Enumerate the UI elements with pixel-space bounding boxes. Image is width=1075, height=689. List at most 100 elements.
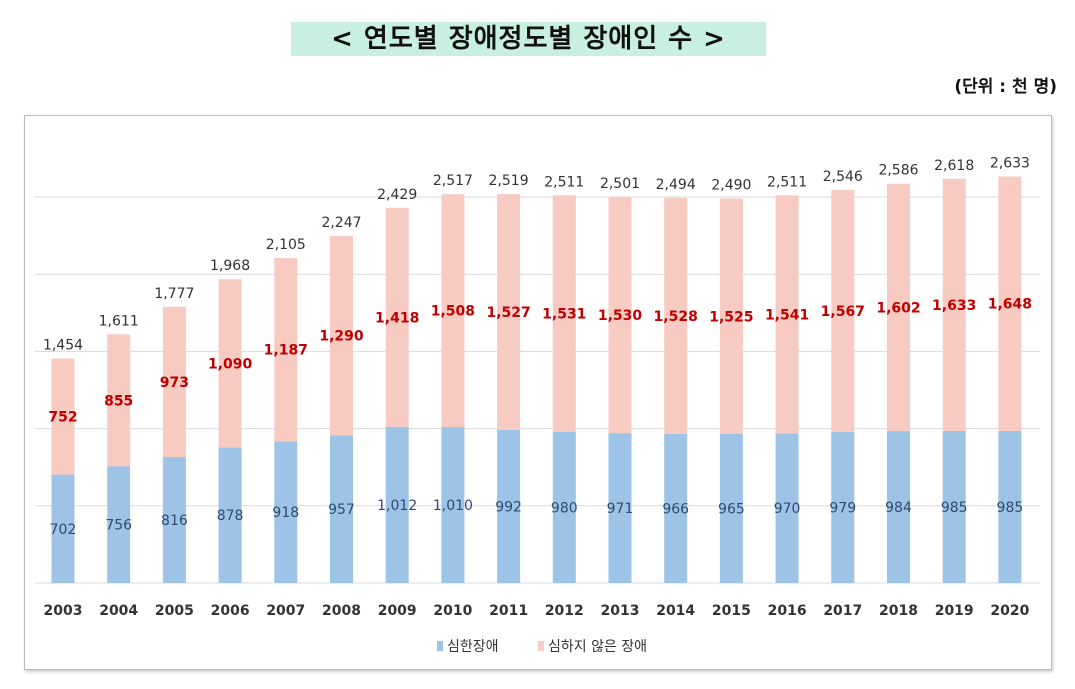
chart-frame bbox=[24, 115, 1052, 670]
bar-mild bbox=[497, 194, 521, 430]
x-tick-label: 2010 bbox=[433, 603, 472, 619]
bar-severe bbox=[664, 433, 688, 583]
bar-mild bbox=[887, 183, 910, 432]
bar-severe bbox=[497, 429, 521, 583]
bar-mild bbox=[441, 194, 465, 428]
data-label-severe: 985 bbox=[997, 500, 1024, 516]
bar-mild bbox=[998, 176, 1022, 431]
x-tick-label: 2012 bbox=[545, 603, 584, 619]
bar-mild bbox=[274, 257, 298, 442]
bar-severe bbox=[218, 447, 242, 583]
data-label-severe: 985 bbox=[941, 500, 968, 516]
data-label-severe: 970 bbox=[774, 501, 801, 517]
data-label-mild: 1,290 bbox=[319, 329, 364, 345]
data-label-total: 2,429 bbox=[377, 187, 417, 203]
bar-mild bbox=[162, 306, 186, 458]
data-label-mild: 1,187 bbox=[264, 343, 308, 359]
data-label-mild: 1,602 bbox=[876, 300, 920, 316]
bar-mild bbox=[330, 236, 353, 436]
data-label-mild: 1,567 bbox=[821, 304, 865, 320]
data-label-total: 1,454 bbox=[43, 338, 83, 354]
data-label-mild: 1,508 bbox=[431, 304, 475, 320]
data-label-total: 1,968 bbox=[210, 258, 250, 274]
x-tick-label: 2019 bbox=[935, 603, 974, 619]
chart-title: < 연도별 장애정도별 장애인 수 > bbox=[291, 22, 766, 56]
bar-mild bbox=[385, 207, 409, 427]
x-tick-label: 2003 bbox=[44, 603, 83, 619]
data-label-total: 2,517 bbox=[433, 173, 473, 189]
x-tick-label: 2011 bbox=[489, 603, 528, 619]
bar-mild bbox=[107, 334, 131, 467]
data-label-severe: 918 bbox=[272, 505, 299, 521]
x-tick-label: 2006 bbox=[211, 603, 250, 619]
data-label-total: 2,490 bbox=[711, 178, 751, 194]
x-tick-label: 2009 bbox=[378, 603, 417, 619]
bar-mild bbox=[608, 196, 632, 434]
data-label-total: 2,519 bbox=[489, 173, 529, 189]
data-label-mild: 1,418 bbox=[375, 310, 419, 326]
data-label-severe: 979 bbox=[829, 500, 856, 516]
bar-severe bbox=[942, 430, 966, 583]
data-label-severe: 957 bbox=[328, 502, 355, 518]
data-label-severe: 816 bbox=[161, 513, 188, 529]
bar-severe bbox=[107, 466, 131, 583]
x-tick-label: 2018 bbox=[879, 603, 918, 619]
data-label-mild: 1,090 bbox=[208, 356, 253, 372]
x-tick-label: 2008 bbox=[322, 603, 361, 619]
bar-severe bbox=[719, 434, 743, 583]
data-label-mild: 1,525 bbox=[709, 309, 753, 325]
data-label-severe: 1,012 bbox=[377, 498, 417, 514]
data-label-severe: 984 bbox=[885, 500, 912, 516]
x-tick-label: 2016 bbox=[768, 603, 807, 619]
bar-severe bbox=[608, 433, 632, 583]
bar-mild bbox=[664, 197, 688, 434]
data-label-severe: 992 bbox=[495, 499, 522, 515]
bar-severe bbox=[887, 431, 910, 583]
bar-severe bbox=[385, 426, 409, 583]
data-label-severe: 878 bbox=[217, 508, 244, 524]
data-label-total: 2,247 bbox=[321, 215, 361, 231]
data-label-severe: 756 bbox=[105, 518, 132, 534]
bar-severe bbox=[274, 441, 298, 583]
data-label-mild: 752 bbox=[48, 410, 77, 426]
data-label-total: 2,501 bbox=[600, 176, 640, 192]
data-label-mild: 973 bbox=[160, 375, 189, 391]
bar-mild bbox=[719, 198, 743, 435]
bar-mild bbox=[831, 189, 855, 432]
data-label-mild: 1,633 bbox=[932, 298, 976, 314]
bar-severe bbox=[441, 427, 465, 583]
x-tick-label: 2004 bbox=[99, 603, 138, 619]
bar-severe bbox=[330, 435, 353, 583]
legend-label-mild: 심하지 않은 장애 bbox=[548, 639, 647, 655]
data-label-severe: 965 bbox=[718, 502, 745, 518]
data-label-total: 2,586 bbox=[878, 163, 918, 179]
x-tick-label: 2020 bbox=[990, 603, 1029, 619]
x-tick-label: 2014 bbox=[656, 603, 695, 619]
bar-severe bbox=[51, 474, 75, 583]
bar-mild bbox=[942, 178, 966, 431]
x-tick-label: 2015 bbox=[712, 603, 751, 619]
bar-mild bbox=[552, 195, 576, 432]
data-label-mild: 1,648 bbox=[988, 297, 1032, 313]
data-label-total: 1,611 bbox=[99, 313, 139, 329]
bar-severe bbox=[775, 433, 799, 583]
data-label-total: 2,511 bbox=[767, 174, 807, 190]
bar-severe bbox=[552, 431, 576, 583]
bar-severe bbox=[831, 431, 855, 583]
x-tick-label: 2013 bbox=[601, 603, 640, 619]
legend-swatch-severe bbox=[437, 641, 443, 651]
data-label-total: 2,511 bbox=[544, 174, 584, 190]
data-label-total: 2,618 bbox=[934, 158, 974, 174]
unit-note: (단위 : 천 명) bbox=[954, 77, 1057, 97]
data-label-mild: 1,541 bbox=[765, 307, 809, 323]
data-label-mild: 1,530 bbox=[598, 308, 643, 324]
data-label-mild: 1,531 bbox=[542, 306, 586, 322]
legend-label-severe: 심한장애 bbox=[447, 639, 499, 655]
bar-severe bbox=[162, 457, 186, 583]
data-label-total: 1,777 bbox=[154, 286, 194, 302]
bar-mild bbox=[775, 195, 799, 434]
data-label-total: 2,105 bbox=[266, 237, 306, 253]
data-label-total: 2,494 bbox=[656, 177, 696, 193]
data-label-mild: 1,527 bbox=[486, 305, 530, 321]
data-label-mild: 855 bbox=[104, 393, 133, 409]
